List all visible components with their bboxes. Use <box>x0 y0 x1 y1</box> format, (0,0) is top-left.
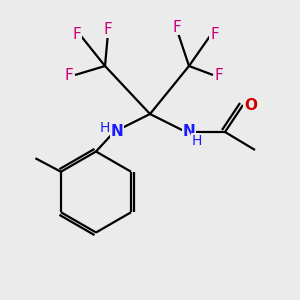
Text: H: H <box>191 134 202 148</box>
Text: N: N <box>111 124 123 140</box>
Text: H: H <box>100 121 110 134</box>
Text: F: F <box>64 68 74 82</box>
Text: F: F <box>214 68 224 82</box>
Text: F: F <box>210 27 219 42</box>
Text: N: N <box>183 124 195 140</box>
Text: F: F <box>172 20 182 34</box>
Text: F: F <box>72 27 81 42</box>
Text: F: F <box>103 22 112 38</box>
Text: O: O <box>244 98 257 112</box>
